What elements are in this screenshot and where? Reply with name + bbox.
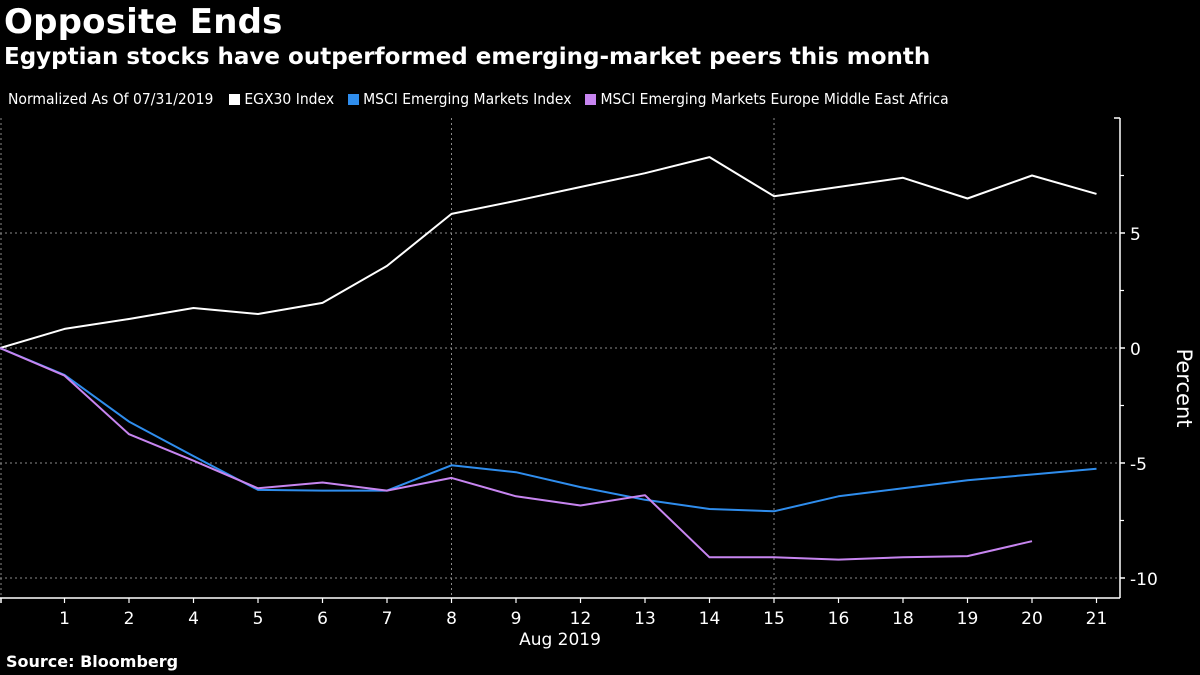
source-note: Source: Bloomberg	[6, 652, 179, 671]
x-tick-label: 9	[511, 609, 522, 629]
axes	[0, 117, 1125, 603]
x-tick-label: 7	[382, 609, 393, 629]
series-line-msci-emea	[0, 347, 1033, 561]
legend-label-msci-emea: MSCI Emerging Markets Europe Middle East…	[600, 90, 949, 108]
x-tick-label: 21	[1086, 609, 1108, 629]
x-tick-label: 14	[699, 609, 721, 629]
legend: Normalized As Of 07/31/2019 EGX30 Index …	[8, 90, 963, 108]
y-tick-label: -10	[1130, 570, 1158, 590]
x-tick-label: 8	[446, 609, 457, 629]
x-tick-label: 6	[317, 609, 328, 629]
legend-swatch-msci-em	[348, 93, 360, 105]
x-tick-label: 18	[892, 609, 914, 629]
x-tick-label: 13	[634, 609, 656, 629]
x-tick-label: 5	[253, 609, 264, 629]
chart-title: Opposite Ends	[4, 2, 283, 42]
y-tick-label: 0	[1130, 340, 1141, 360]
x-tick-label: 4	[188, 609, 199, 629]
tick-labels: 50-5-101 2 4 5 6 7 8 9 12 13 14 15 16 18 19 20 21	[59, 225, 1158, 629]
series-line-egx30	[0, 156, 1097, 349]
legend-swatch-msci-emea	[585, 93, 597, 105]
chart-subtitle: Egyptian stocks have outperformed emergi…	[4, 44, 931, 70]
x-tick-label: 1	[59, 609, 70, 629]
legend-item-egx30: EGX30 Index	[229, 90, 334, 108]
x-tick-label: 20	[1021, 609, 1043, 629]
legend-item-msci-em: MSCI Emerging Markets Index	[348, 90, 571, 108]
legend-normalization-note: Normalized As Of 07/31/2019	[8, 90, 214, 108]
y-axis-title: Percent	[1172, 348, 1196, 427]
x-tick-label: 16	[828, 609, 850, 629]
gridlines	[0, 118, 1120, 598]
x-tick-label: 15	[763, 609, 785, 629]
y-tick-label: 5	[1130, 225, 1141, 245]
legend-item-msci-emea: MSCI Emerging Markets Europe Middle East…	[585, 90, 949, 108]
legend-label-egx30: EGX30 Index	[244, 90, 335, 108]
series-lines	[0, 156, 1097, 561]
x-axis-title: Aug 2019	[519, 630, 601, 650]
legend-label-msci-em: MSCI Emerging Markets Index	[363, 90, 572, 108]
x-tick-label: 19	[957, 609, 979, 629]
y-tick-label: -5	[1130, 455, 1147, 475]
legend-swatch-egx30	[229, 93, 241, 105]
x-tick-label: 12	[570, 609, 592, 629]
x-tick-label: 2	[124, 609, 135, 629]
series-line-msci-em	[0, 347, 1097, 513]
